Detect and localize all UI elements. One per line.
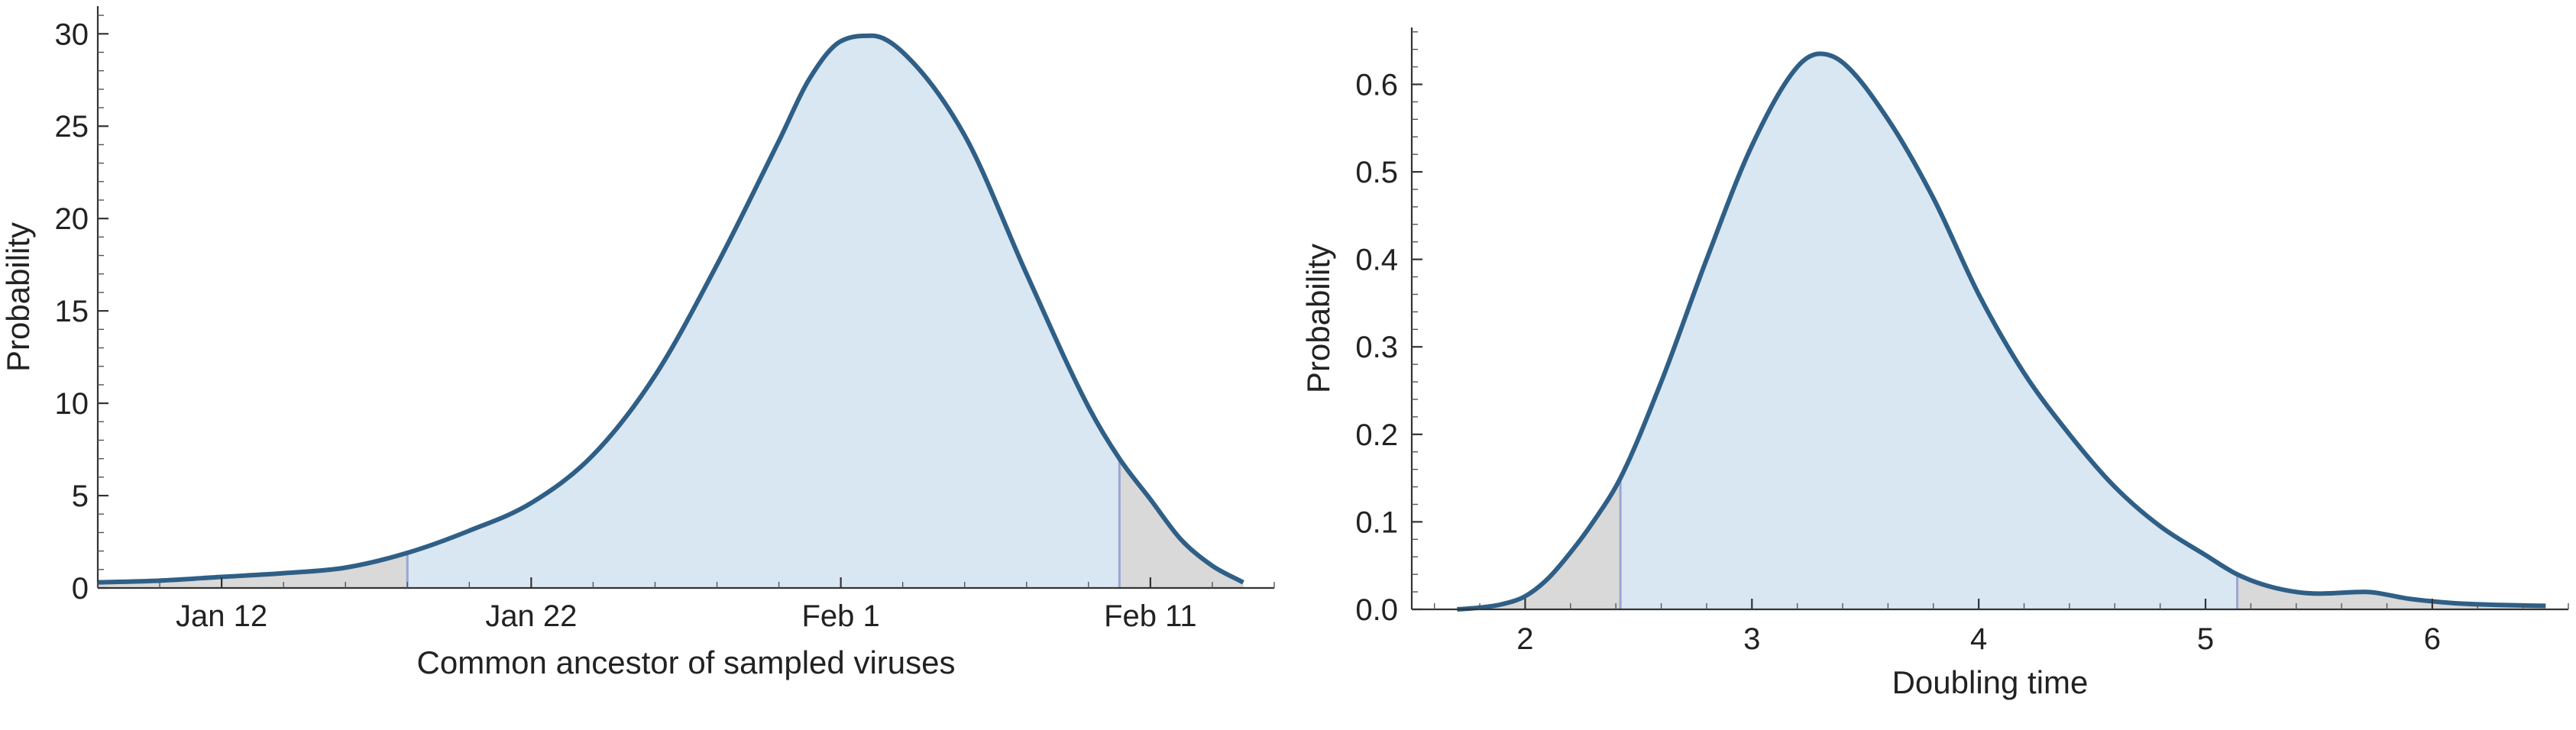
x-tick-label: Feb 11	[1104, 599, 1197, 633]
x-tick-label: Jan 12	[176, 599, 267, 633]
chart-panel-right: 0.0 0.1 0.2 0.3 0.4 0.5 0.6 2 3 4 5 6 Doubling time P…	[1300, 27, 2569, 700]
x-axis-label: Common ancestor of sampled viruses	[417, 644, 956, 680]
x-tick-label: Jan 22	[485, 599, 577, 633]
lower-tail-area	[98, 553, 408, 588]
y-tick-label: 0.1	[1355, 506, 1398, 539]
x-tick-label: 5	[2197, 622, 2214, 656]
y-tick-label: 15	[55, 295, 89, 328]
lower-tail-area	[1457, 478, 1621, 609]
y-tick-label: 0	[72, 572, 89, 606]
y-tick-label: 0.4	[1355, 244, 1398, 277]
y-tick-label: 0.0	[1355, 593, 1398, 627]
credible-interval-area	[1620, 53, 2238, 609]
density-curve	[1457, 51, 2546, 612]
y-tick-label: 30	[55, 18, 89, 51]
x-tick-label: Feb 1	[801, 599, 879, 633]
upper-tail-area	[2237, 574, 2546, 609]
x-tick-label: 6	[2424, 622, 2441, 656]
y-tick-label: 5	[72, 480, 89, 513]
y-tick-label: 0.5	[1355, 156, 1398, 189]
density-curve	[97, 33, 1244, 585]
y-tick-label: 25	[55, 110, 89, 144]
y-tick-label: 0.6	[1355, 68, 1398, 102]
upper-tail-area	[1119, 458, 1244, 588]
y-tick-label: 0.2	[1355, 418, 1398, 452]
y-axis-label: Probability	[1300, 244, 1336, 393]
x-axis-label: Doubling time	[1892, 664, 2089, 700]
y-tick-label: 10	[55, 387, 89, 421]
y-axis-label: Probability	[0, 222, 36, 372]
y-tick-label: 20	[55, 202, 89, 236]
x-tick-label: 3	[1743, 622, 1760, 656]
x-tick-label: 4	[1970, 622, 1987, 656]
credible-interval-area	[407, 35, 1120, 588]
chart-panel-left: 0 5 10 15 20 25 30 Jan 12 Jan 22 Feb 1 Feb 11 Commo…	[0, 6, 1275, 680]
y-tick-label: 0.3	[1355, 331, 1398, 364]
x-tick-label: 2	[1516, 622, 1533, 656]
